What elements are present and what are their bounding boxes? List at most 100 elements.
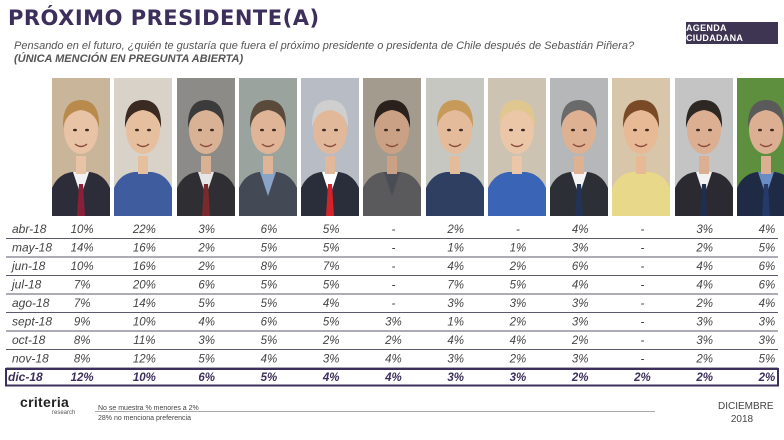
row-label: jul-18: [10, 278, 42, 292]
table-cell: 22%: [132, 224, 156, 236]
table-cell: 5%: [198, 354, 215, 366]
table-cell: 5%: [759, 354, 776, 366]
table-cell: 3%: [572, 298, 589, 310]
table-cell: 6%: [198, 280, 215, 292]
table-cell: 4%: [385, 354, 402, 366]
table-cell: 4%: [572, 224, 589, 236]
table-cell: -: [640, 298, 644, 310]
table-cell: 2%: [571, 335, 589, 347]
table-cell: 1%: [447, 243, 464, 255]
table-cell: 4%: [198, 317, 215, 329]
table-cell: 3%: [572, 317, 589, 329]
question-note: (ÚNICA MENCIÓN EN PREGUNTA ABIERTA): [14, 53, 244, 65]
table-cell: 6%: [198, 372, 215, 384]
table-cell: 3%: [198, 335, 215, 347]
table-cell: 5%: [323, 243, 340, 255]
candidate-photo-9: [550, 78, 608, 216]
candidate-photo-10: [612, 78, 671, 216]
table-cell: 5%: [261, 335, 278, 347]
table-cell: 5%: [323, 280, 340, 292]
table-cell: 16%: [133, 243, 156, 255]
candidate-photo-5: [301, 78, 359, 216]
report-date: DICIEMBRE 2018: [718, 400, 774, 426]
results-table: abr-18 10% 22% 3% 6% 5% - 2% - 4% - 3% 4% may-18 14% 16…: [5, 222, 779, 387]
page-title: PRÓXIMO PRESIDENTE(A): [8, 6, 320, 30]
candidate-photos: [0, 78, 784, 216]
row-label: may-18: [12, 241, 52, 255]
candidate-photo-2: [114, 78, 173, 216]
candidate-photo-12: [736, 78, 784, 216]
table-cell: 14%: [71, 243, 94, 255]
table-cell: 6%: [759, 261, 776, 273]
table-cell: 3%: [447, 372, 464, 384]
table-cell: 5%: [261, 243, 278, 255]
table-cell: -: [391, 261, 395, 273]
table-cell: 5%: [510, 280, 527, 292]
table-cell: -: [640, 261, 644, 273]
table-cell: 16%: [133, 261, 156, 273]
table-cell: 2%: [197, 243, 215, 255]
table-cell: 2%: [509, 354, 527, 366]
table-cell: 2%: [509, 317, 527, 329]
table-cell: 12%: [133, 354, 156, 366]
table-cell: 4%: [759, 224, 776, 236]
report-year: 2018: [730, 414, 754, 425]
table-cell: 10%: [133, 372, 156, 384]
table-cell: -: [640, 224, 644, 236]
candidate-photo-1: [52, 78, 110, 216]
table-cell: 6%: [759, 280, 776, 292]
table-cell: -: [640, 280, 644, 292]
footnote-threshold: No se muestra % menores a 2%: [98, 405, 199, 412]
question-subtitle: Pensando en el futuro, ¿quién te gustarí…: [14, 40, 635, 52]
table-cell: 5%: [759, 243, 776, 255]
table-cell: 3%: [696, 224, 713, 236]
table-cell: 3%: [696, 335, 713, 347]
table-cell: 1%: [447, 317, 464, 329]
table-cell: 4%: [759, 298, 776, 310]
table-cell: 2%: [695, 243, 713, 255]
table-cell: 7%: [323, 261, 340, 273]
table-cell: 7%: [447, 280, 464, 292]
row-label: sept-18: [12, 315, 52, 329]
row-label: jun-18: [10, 259, 46, 273]
row-label: ago-18: [12, 296, 50, 310]
table-cell: 3%: [572, 243, 589, 255]
table-cell: 6%: [261, 317, 278, 329]
table-cell: 3%: [510, 372, 527, 384]
table-cell: 9%: [74, 317, 91, 329]
candidate-photo-4: [238, 78, 297, 216]
table-cell: 3%: [759, 317, 776, 329]
criteria-logo: criteria: [20, 394, 70, 410]
table-cell: 4%: [323, 298, 340, 310]
table-cell: 10%: [71, 261, 94, 273]
table-cell: 5%: [261, 280, 278, 292]
table-cell: 4%: [261, 354, 278, 366]
table-cell: 4%: [572, 280, 589, 292]
row-label: nov-18: [12, 352, 49, 366]
table-cell: 8%: [74, 354, 91, 366]
table-cell: 2%: [633, 372, 651, 384]
table-cell: 4%: [384, 372, 402, 384]
table-cell: 5%: [198, 298, 215, 310]
table-cell: 7%: [74, 298, 91, 310]
table-cell: 4%: [447, 261, 464, 273]
table-cell: 4%: [696, 261, 713, 273]
candidate-photo-6: [363, 78, 422, 216]
table-cell: -: [391, 298, 395, 310]
table-cell: 6%: [572, 261, 589, 273]
table-cell: -: [640, 317, 644, 329]
table-cell: 3%: [447, 354, 464, 366]
table-cell: 5%: [261, 298, 278, 310]
table-cell: 3%: [198, 224, 215, 236]
table-cell: 11%: [133, 335, 155, 347]
table-cell: 1%: [510, 243, 527, 255]
table-cell: 5%: [261, 372, 278, 384]
table-cell: 3%: [696, 317, 713, 329]
table-cell: 2%: [446, 224, 464, 236]
table-cell: 4%: [510, 335, 527, 347]
table-cell: -: [516, 224, 520, 236]
table-cell: 14%: [133, 298, 156, 310]
table-cell: 4%: [322, 372, 340, 384]
table-cell: -: [640, 243, 644, 255]
table-cell: 2%: [758, 372, 776, 384]
